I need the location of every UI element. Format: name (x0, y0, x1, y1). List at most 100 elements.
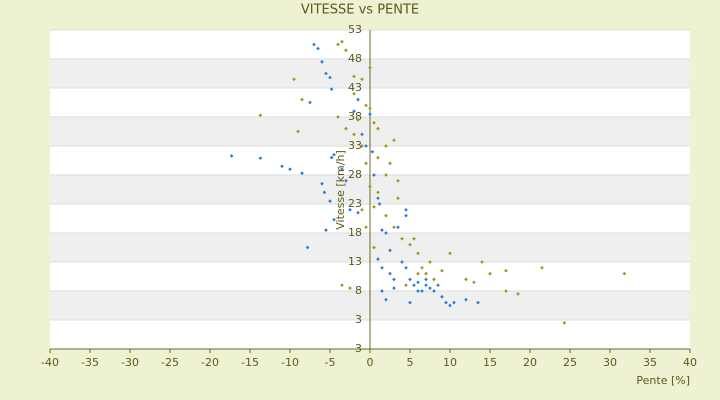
point (384, 144, 388, 148)
point (324, 228, 328, 232)
y-tick-label: 8 (355, 284, 362, 297)
y-tick-label: 28 (348, 168, 362, 181)
point (305, 245, 310, 250)
point (329, 155, 334, 160)
point (504, 268, 508, 273)
point (372, 173, 376, 177)
point (452, 300, 456, 305)
x-tick-label: -30 (121, 356, 139, 369)
point (340, 283, 344, 288)
point (396, 178, 400, 183)
point (416, 251, 420, 256)
point (322, 190, 327, 195)
point (424, 271, 428, 276)
x-tick-label: -40 (41, 356, 59, 369)
x-tick-label: -25 (161, 356, 179, 369)
point (288, 167, 292, 172)
point (332, 152, 336, 157)
point (258, 156, 263, 161)
point (404, 207, 408, 212)
point (376, 126, 380, 131)
point (360, 77, 364, 82)
point (356, 210, 360, 215)
point (348, 286, 352, 290)
point (376, 196, 380, 201)
chart-title: VITESSE vs PENTE (301, 3, 419, 18)
y-tick-label: 13 (348, 255, 362, 268)
point (364, 144, 368, 148)
point (229, 154, 234, 158)
point (380, 289, 384, 293)
point (380, 265, 384, 270)
point (384, 297, 388, 302)
point (376, 155, 380, 160)
y-tick-label: 48 (348, 52, 362, 65)
point (296, 129, 300, 134)
point (352, 91, 356, 96)
point (476, 300, 480, 305)
point (424, 283, 428, 288)
x-tick-label: 15 (483, 356, 497, 369)
point (404, 213, 408, 218)
point (364, 161, 368, 166)
point (404, 283, 408, 288)
point (258, 113, 263, 118)
point (360, 144, 364, 148)
x-tick-label: -10 (281, 356, 299, 369)
point (356, 118, 360, 122)
point (396, 225, 400, 230)
point (388, 248, 392, 253)
point (408, 277, 412, 282)
x-tick-label: 30 (603, 356, 617, 369)
x-tick-label: 40 (683, 356, 697, 369)
y-tick-label: 18 (348, 226, 362, 239)
y-tick-label: 23 (348, 197, 362, 210)
x-tick-label: 25 (563, 356, 577, 369)
x-axis-title: Pente [%] (636, 374, 690, 387)
point (376, 257, 380, 261)
point (392, 225, 396, 230)
point (340, 167, 344, 172)
x-tick-label: 35 (643, 356, 657, 369)
point (400, 260, 404, 264)
point (392, 138, 396, 143)
y-tick-label: 3 (355, 313, 362, 326)
point (412, 283, 416, 288)
point (436, 283, 440, 288)
point (416, 271, 420, 276)
x-tick-label: -15 (241, 356, 259, 369)
point (622, 271, 627, 276)
x-tick-label: 10 (443, 356, 457, 369)
point (432, 277, 436, 282)
point (370, 149, 375, 154)
y-tick-label: 33 (348, 139, 362, 152)
point (364, 103, 368, 108)
point (332, 217, 336, 222)
x-tick-label: -20 (201, 356, 219, 369)
point (388, 161, 392, 166)
point (324, 71, 328, 76)
point (372, 205, 376, 209)
point (416, 280, 420, 285)
point (516, 292, 520, 296)
point (292, 77, 296, 82)
point (416, 289, 420, 293)
y-tick-label: 43 (348, 81, 362, 94)
point (320, 60, 324, 64)
point (388, 271, 392, 276)
point (464, 297, 468, 302)
point (464, 277, 468, 282)
point (448, 303, 452, 308)
point (372, 120, 376, 125)
point (376, 190, 380, 195)
x-tick-label: -35 (81, 356, 99, 369)
point (420, 265, 424, 270)
point (320, 181, 324, 186)
point (348, 207, 352, 212)
point (424, 277, 428, 282)
point (448, 251, 452, 256)
point (504, 289, 508, 293)
point (364, 225, 368, 230)
point (392, 286, 396, 290)
